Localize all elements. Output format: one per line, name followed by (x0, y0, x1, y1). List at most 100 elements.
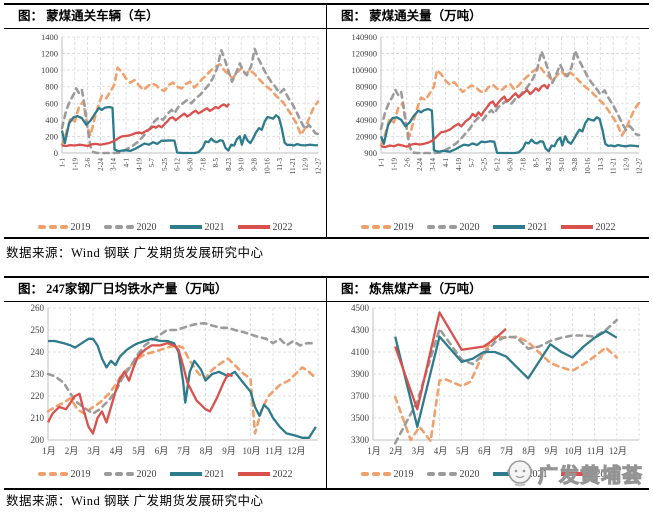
svg-text:4-19: 4-19 (455, 158, 463, 171)
svg-text:5-25: 5-25 (161, 158, 169, 171)
chart-legend: 2019 2020 2021 2022 (327, 219, 649, 235)
dashed-line-swatch (426, 225, 457, 229)
legend-label: 2021 (204, 468, 225, 480)
svg-text:1-1: 1-1 (378, 158, 386, 168)
svg-text:200: 200 (31, 435, 45, 445)
solid-line-swatch (560, 225, 593, 229)
svg-text:600: 600 (45, 98, 58, 108)
svg-text:4100: 4100 (351, 347, 370, 357)
dashed-line-swatch (360, 225, 391, 229)
svg-text:4-19: 4-19 (135, 158, 143, 171)
dashed-line-swatch (103, 472, 134, 476)
dashed-line-swatch (37, 472, 68, 476)
svg-text:0: 0 (54, 148, 58, 158)
svg-text:80900: 80900 (356, 82, 377, 92)
solid-line-swatch (560, 472, 593, 476)
legend-item-2022: 2022 (560, 468, 616, 480)
svg-text:3700: 3700 (351, 391, 370, 401)
svg-text:400: 400 (45, 115, 58, 125)
svg-text:6月: 6月 (155, 446, 169, 456)
chart-title: 图： 蒙煤通关车辆（车） (4, 5, 326, 29)
legend-item-2022: 2022 (237, 221, 293, 233)
solid-line-swatch (237, 472, 270, 476)
svg-text:100900: 100900 (352, 65, 378, 75)
svg-text:6-12: 6-12 (174, 158, 182, 171)
chart-box-iron-output: 图： 247家钢厂日均铁水产量（万吨） 200 210 220 230 240 250 26… (4, 278, 327, 488)
data-source-note: 数据来源：Wind 钢联 广发期货发展研究中心 (6, 494, 264, 508)
chart-legend: 2019 2020 2021 2022 (4, 219, 326, 235)
legend-label: 2021 (527, 221, 548, 233)
svg-text:11-21: 11-21 (289, 158, 297, 175)
legend-item-2019: 2019 (37, 469, 91, 480)
svg-text:9-28: 9-28 (571, 158, 579, 171)
legend-label: 2021 (204, 221, 225, 233)
svg-text:8-23: 8-23 (225, 158, 233, 171)
chart-canvas-iron-output: 200 210 220 230 240 250 260 1月 2月 3月 4月 5月 6月 7月 8月 9月 1… (31, 303, 319, 456)
svg-text:120900: 120900 (352, 49, 378, 59)
legend-item-2020: 2020 (103, 469, 157, 480)
svg-text:5-7: 5-7 (148, 158, 156, 168)
svg-text:3月: 3月 (87, 446, 101, 456)
legend-label: 2020 (459, 468, 480, 480)
svg-text:4500: 4500 (351, 303, 370, 313)
svg-text:250: 250 (31, 325, 45, 335)
svg-text:8月: 8月 (522, 446, 536, 456)
svg-text:12-27: 12-27 (636, 158, 644, 175)
svg-text:900: 900 (364, 148, 377, 158)
chart-title: 图： 蒙煤通关量（万吨） (327, 5, 649, 29)
legend-label: 2021 (527, 468, 548, 480)
legend-item-2021: 2021 (169, 221, 225, 233)
svg-text:2月: 2月 (65, 446, 79, 456)
svg-text:5-25: 5-25 (481, 158, 489, 171)
svg-text:4300: 4300 (351, 325, 370, 335)
svg-text:3300: 3300 (351, 435, 370, 445)
chart-canvas-volume: 900 20900 40900 60900 80900 100900 120900 14090… (352, 32, 644, 175)
legend-item-2019: 2019 (360, 469, 414, 480)
svg-text:11-21: 11-21 (610, 158, 618, 175)
svg-text:11-3: 11-3 (276, 158, 284, 171)
svg-text:12-9: 12-9 (623, 158, 631, 171)
legend-label: 2019 (70, 221, 91, 233)
svg-text:2-24: 2-24 (416, 158, 424, 171)
svg-text:1-19: 1-19 (71, 158, 79, 171)
chart-title: 图： 炼焦煤产量（万吨） (327, 278, 649, 302)
legend-label: 2019 (393, 221, 414, 233)
svg-text:11月: 11月 (587, 446, 605, 456)
svg-text:11-3: 11-3 (597, 158, 605, 171)
legend-item-2019: 2019 (360, 221, 414, 233)
svg-text:7月: 7月 (500, 446, 514, 456)
svg-text:2-24: 2-24 (97, 158, 105, 171)
data-source-note: 数据来源：Wind 钢联 广发期货发展研究中心 (6, 246, 264, 260)
legend-label: 2022 (595, 221, 616, 233)
svg-text:9-28: 9-28 (251, 158, 259, 171)
svg-text:8-5: 8-5 (212, 158, 220, 168)
svg-text:1月: 1月 (367, 446, 381, 456)
legend-item-2020: 2020 (426, 222, 480, 233)
dashed-line-swatch (37, 225, 68, 229)
solid-line-swatch (169, 472, 202, 476)
chart-legend: 2019 2020 2021 2022 (327, 466, 649, 482)
svg-text:6-12: 6-12 (494, 158, 502, 171)
svg-text:210: 210 (31, 413, 45, 423)
svg-text:4月: 4月 (110, 446, 124, 456)
figure-panel-top: 图： 蒙煤通关车辆（车） 0 200 400 600 800 1000 1200 1400 1-… (4, 3, 649, 239)
svg-text:140900: 140900 (352, 32, 378, 42)
svg-text:240: 240 (31, 347, 45, 357)
svg-text:6-30: 6-30 (507, 158, 515, 171)
svg-text:1000: 1000 (41, 65, 58, 75)
svg-text:12-9: 12-9 (302, 158, 310, 171)
legend-item-2019: 2019 (37, 221, 91, 233)
chart-box-mongolian-coal-volume: 图： 蒙煤通关量（万吨） 900 20900 40900 60900 80900 1009… (327, 5, 649, 237)
legend-label: 2022 (595, 468, 616, 480)
legend-label: 2020 (136, 221, 157, 233)
legend-item-2022: 2022 (560, 221, 616, 233)
svg-text:40900: 40900 (356, 115, 377, 125)
svg-text:9月: 9月 (545, 446, 559, 456)
legend-item-2020: 2020 (103, 221, 157, 233)
dashed-line-swatch (426, 472, 457, 476)
svg-text:1-1: 1-1 (59, 158, 67, 168)
svg-text:8月: 8月 (200, 446, 214, 456)
svg-text:9-10: 9-10 (238, 158, 246, 171)
legend-label: 2022 (272, 221, 293, 233)
svg-text:7-18: 7-18 (519, 158, 527, 171)
